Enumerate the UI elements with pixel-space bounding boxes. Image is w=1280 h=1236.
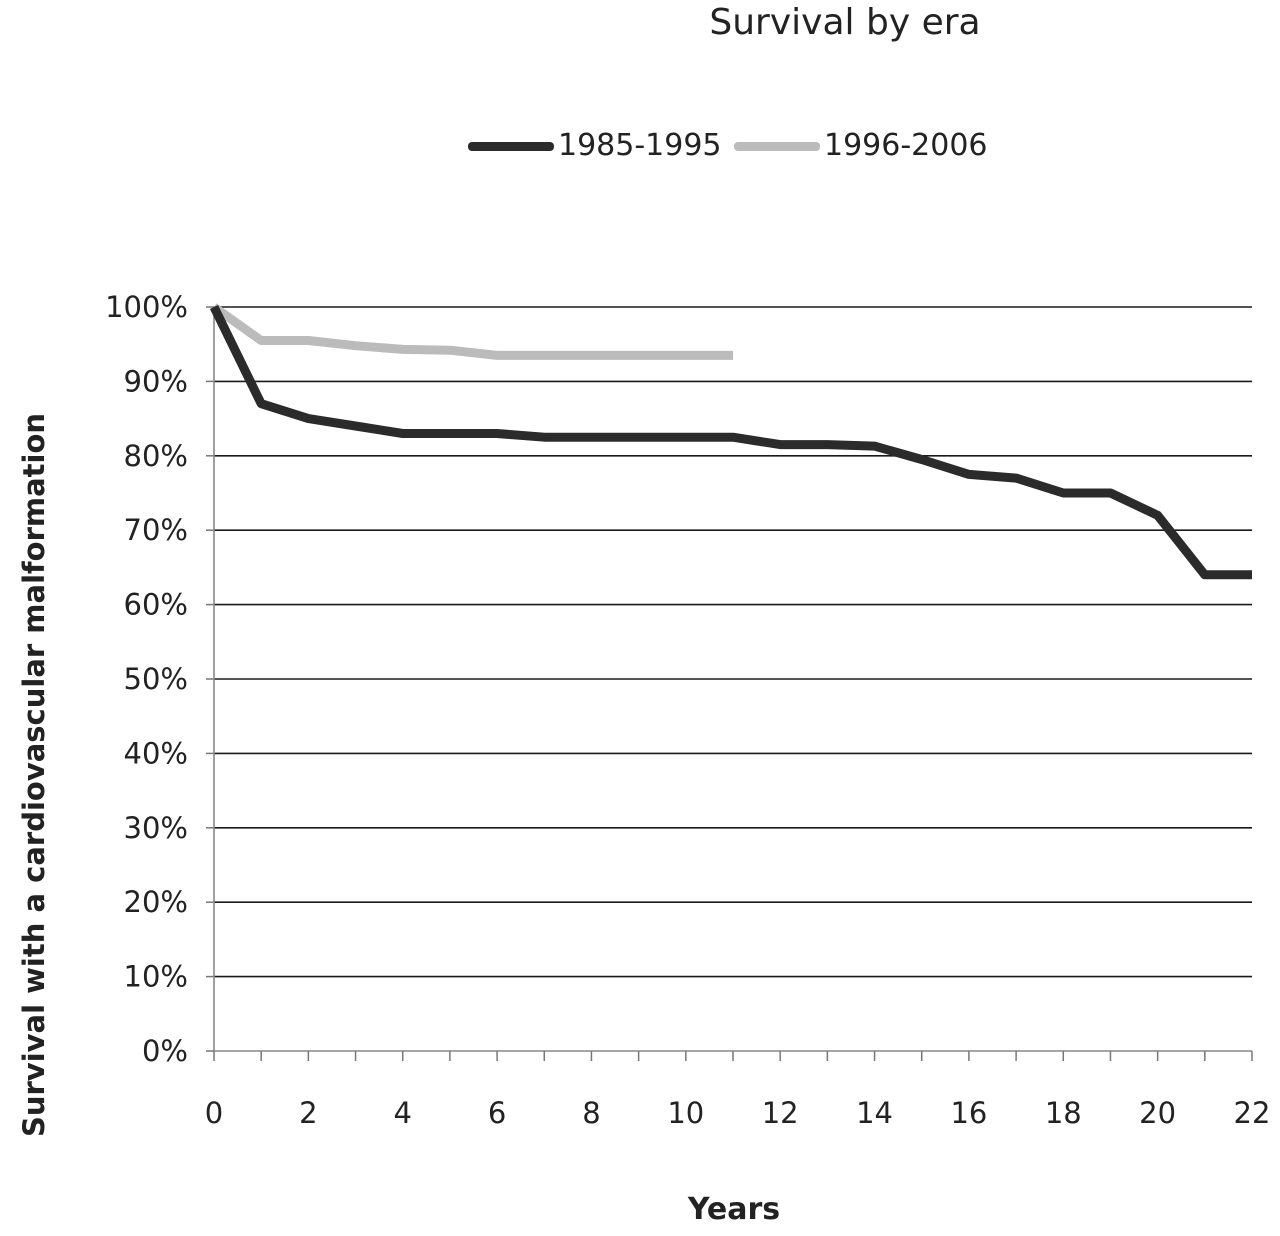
- legend-swatch-1985-1995: [468, 142, 554, 151]
- y-tick-label-8: 80%: [124, 439, 188, 473]
- x-tick-label-10: 20: [1139, 1096, 1176, 1130]
- y-tick-label-2: 20%: [124, 885, 188, 919]
- y-tick-labels: 0% 10% 20% 30% 40% 50% 60% 70% 80% 90% 100%: [105, 290, 188, 1068]
- x-tick-label-7: 14: [856, 1096, 893, 1130]
- y-tick-label-5: 50%: [124, 662, 188, 696]
- y-tick-label-3: 30%: [124, 811, 188, 845]
- series-line-1985-1995: [209, 305, 1252, 580]
- series-line-1996-2006: [211, 303, 733, 360]
- x-tick-label-8: 16: [950, 1096, 987, 1130]
- y-tick-label-1: 10%: [124, 960, 188, 994]
- chart-title: Survival by era: [709, 2, 981, 43]
- gridlines: [214, 306, 1252, 978]
- x-axis-label: Years: [687, 1192, 781, 1227]
- x-tick-label-3: 6: [488, 1096, 506, 1130]
- legend-swatch-1996-2006: [734, 142, 820, 151]
- x-tick-label-6: 12: [762, 1096, 799, 1130]
- x-tick-label-11: 22: [1234, 1096, 1271, 1130]
- legend-label-1985-1995: 1985-1995: [558, 128, 722, 163]
- x-tick-label-1: 2: [299, 1096, 317, 1130]
- y-tick-label-0: 0%: [142, 1034, 188, 1068]
- x-tick-label-4: 8: [582, 1096, 600, 1130]
- y-tick-label-10: 100%: [105, 290, 188, 324]
- x-tick-label-9: 18: [1045, 1096, 1082, 1130]
- x-tick-label-0: 0: [205, 1096, 223, 1130]
- y-tick-label-4: 40%: [124, 736, 188, 770]
- x-tick-label-5: 10: [667, 1096, 704, 1130]
- y-axis-label: Survival with a cardiovascular malformat…: [17, 412, 51, 1138]
- x-tick-label-2: 4: [394, 1096, 412, 1130]
- y-tick-label-9: 90%: [124, 364, 188, 398]
- y-tick-label-6: 60%: [124, 588, 188, 622]
- series-lines: [209, 303, 1252, 580]
- legend-label-1996-2006: 1996-2006: [824, 128, 988, 163]
- y-tick-label-7: 70%: [124, 513, 188, 547]
- axes: [206, 306, 1253, 1061]
- x-tick-labels: 0 2 4 6 8 10 12 14 16 18 20 22: [205, 1096, 1271, 1130]
